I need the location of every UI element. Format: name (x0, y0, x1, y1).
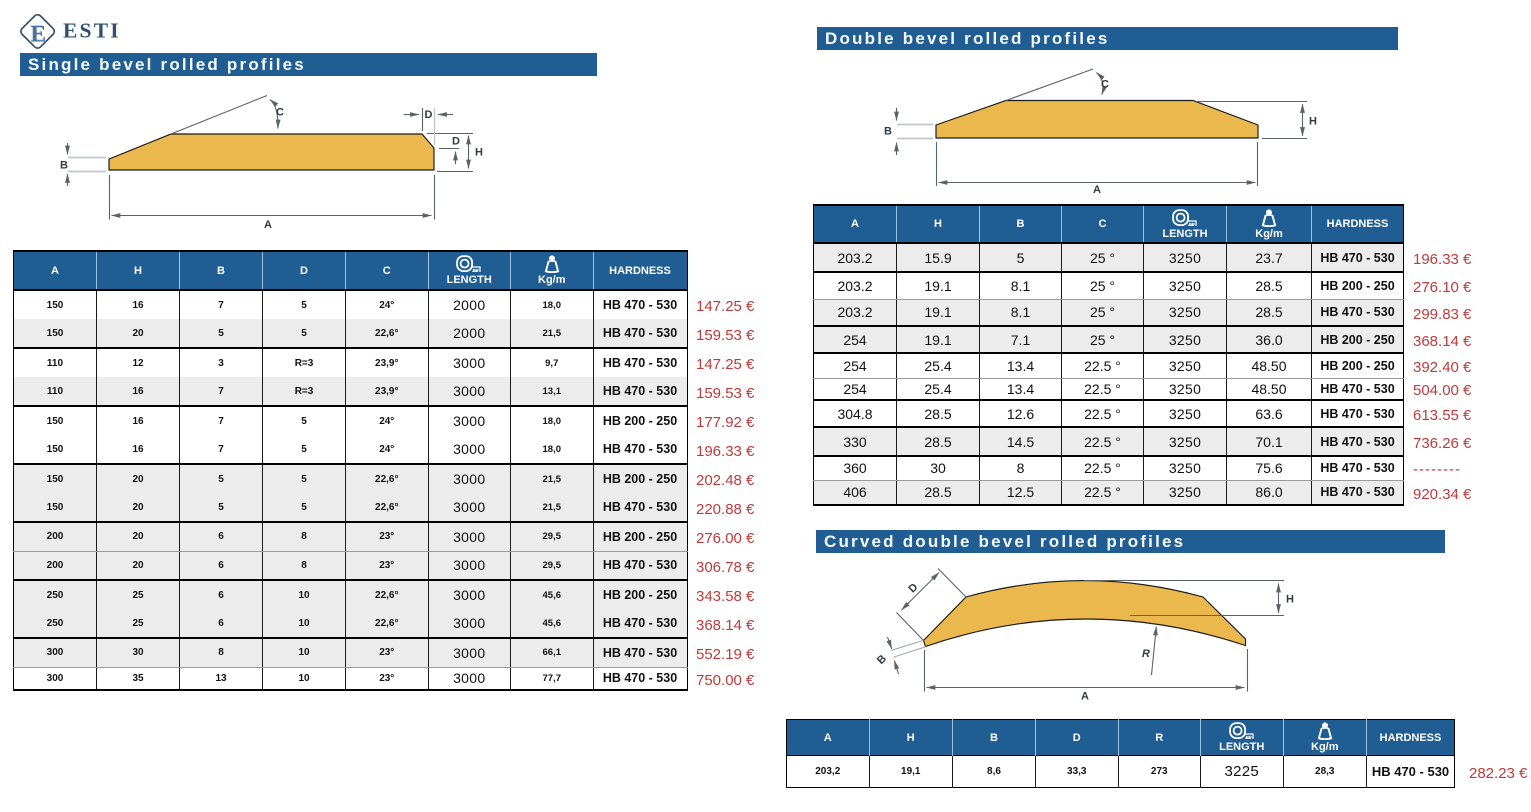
svg-text:C: C (1101, 79, 1109, 91)
svg-text:A: A (1093, 184, 1101, 196)
svg-text:ESTI: ESTI (63, 19, 121, 43)
svg-text:D: D (425, 109, 433, 121)
svg-text:E: E (30, 21, 45, 46)
svg-text:D: D (452, 136, 460, 148)
svg-text:C: C (276, 107, 284, 119)
svg-text:R: R (1142, 648, 1150, 660)
svg-text:B: B (60, 160, 68, 172)
svg-text:B: B (884, 126, 892, 138)
svg-text:A: A (1081, 691, 1089, 703)
svg-text:H: H (1286, 594, 1294, 606)
svg-text:H: H (1309, 116, 1317, 128)
svg-text:E: E (31, 22, 46, 47)
svg-text:B: B (875, 653, 889, 667)
svg-text:H: H (475, 147, 483, 159)
svg-text:A: A (264, 219, 272, 231)
